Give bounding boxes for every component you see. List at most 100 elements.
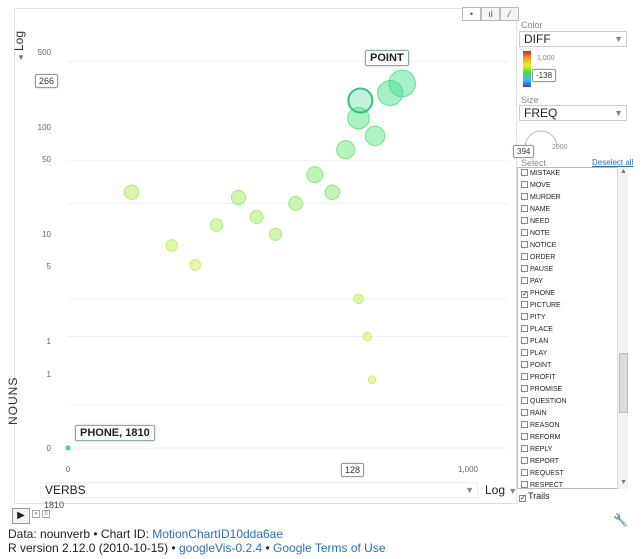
selected-point[interactable]: [65, 445, 71, 451]
data-point[interactable]: [230, 190, 247, 206]
data-point[interactable]: [362, 331, 373, 342]
list-item[interactable]: PLAY: [518, 348, 627, 360]
chart-id-link[interactable]: MotionChartID10dda6ae: [152, 527, 284, 541]
checkbox[interactable]: [521, 385, 528, 392]
data-point[interactable]: [123, 184, 140, 201]
checkbox[interactable]: [521, 229, 528, 236]
checkbox[interactable]: [521, 361, 528, 368]
list-item[interactable]: RAIN: [518, 408, 627, 420]
scrollbar-thumb[interactable]: [619, 353, 628, 413]
list-item[interactable]: REPLY: [518, 444, 627, 456]
list-item[interactable]: MISTAKE: [518, 168, 627, 180]
time-slider[interactable]: [44, 503, 514, 504]
list-item[interactable]: REPORT: [518, 456, 627, 468]
select-list-scrollbar[interactable]: ▲ ▼: [617, 167, 628, 489]
googlevis-link[interactable]: googleVis-0.2.4: [178, 541, 263, 555]
scroll-down-icon[interactable]: ▼: [620, 479, 627, 486]
y-axis-label[interactable]: NOUNS: [6, 376, 20, 425]
checkbox[interactable]: [521, 277, 528, 284]
checkbox[interactable]: [521, 397, 528, 404]
checkbox[interactable]: [521, 457, 528, 464]
trail-speed-icon[interactable]: »: [32, 510, 40, 518]
checkbox[interactable]: [521, 193, 528, 200]
checkbox[interactable]: [521, 205, 528, 212]
checkbox[interactable]: [521, 481, 528, 488]
checkbox[interactable]: [521, 349, 528, 356]
list-item[interactable]: MURDER: [518, 192, 627, 204]
data-point[interactable]: [165, 239, 178, 252]
list-item[interactable]: ✓ PHONE: [518, 288, 627, 300]
checkbox[interactable]: [521, 469, 528, 476]
checkbox[interactable]: [521, 241, 528, 248]
list-item[interactable]: NAME: [518, 204, 627, 216]
phone-callout[interactable]: PHONE, 1810: [75, 425, 155, 441]
checkbox[interactable]: [521, 301, 528, 308]
list-item[interactable]: REQUEST: [518, 468, 627, 480]
trails-checkbox[interactable]: ✓ Trails: [519, 491, 550, 502]
list-item[interactable]: PLACE: [518, 324, 627, 336]
list-item[interactable]: PAUSE: [518, 264, 627, 276]
checkbox[interactable]: [521, 265, 528, 272]
checkbox[interactable]: [521, 409, 528, 416]
checkbox[interactable]: [521, 421, 528, 428]
data-point[interactable]: [306, 166, 324, 184]
data-point[interactable]: [268, 227, 282, 241]
line-view-tab[interactable]: ⁄: [500, 7, 519, 21]
checkbox[interactable]: [521, 169, 528, 176]
x-scale-select[interactable]: Log ▼: [485, 483, 517, 497]
data-point[interactable]: [209, 218, 224, 232]
list-item[interactable]: PITY: [518, 312, 627, 324]
list-item[interactable]: NOTE: [518, 228, 627, 240]
checkbox[interactable]: [521, 337, 528, 344]
checkbox[interactable]: [521, 181, 528, 188]
checkbox[interactable]: [521, 253, 528, 260]
checkbox[interactable]: [521, 325, 528, 332]
deselect-all-link[interactable]: Deselect all: [592, 158, 634, 167]
point-callout[interactable]: POINT: [365, 50, 409, 66]
bubble-view-tab[interactable]: •: [462, 7, 481, 21]
view-tabs[interactable]: • ıl ⁄: [462, 7, 519, 21]
y-scale-dropdown-icon[interactable]: ▼: [17, 53, 25, 62]
checkbox[interactable]: [521, 313, 528, 320]
list-item[interactable]: REASON: [518, 420, 627, 432]
chart-area[interactable]: [14, 8, 517, 504]
data-point[interactable]: [249, 210, 264, 224]
data-point[interactable]: [353, 293, 364, 305]
checkbox[interactable]: [521, 217, 528, 224]
list-item[interactable]: MOVE: [518, 180, 627, 192]
selected-point[interactable]: [347, 87, 374, 114]
data-point[interactable]: [189, 259, 202, 271]
wrench-icon[interactable]: 🔧: [613, 513, 628, 527]
color-select[interactable]: DIFF ▼: [519, 31, 627, 47]
bar-view-tab[interactable]: ıl: [481, 7, 500, 21]
list-item[interactable]: POINT: [518, 360, 627, 372]
checkbox[interactable]: [521, 373, 528, 380]
data-point[interactable]: [336, 140, 356, 160]
size-select[interactable]: FREQ ▼: [519, 105, 627, 121]
data-point[interactable]: [288, 196, 304, 211]
data-point[interactable]: [364, 125, 386, 147]
list-item[interactable]: REFORM: [518, 432, 627, 444]
list-item[interactable]: NOTICE: [518, 240, 627, 252]
x-axis-select[interactable]: VERBS ▼: [40, 482, 478, 498]
list-item[interactable]: PROMISE: [518, 384, 627, 396]
checkbox[interactable]: [521, 445, 528, 452]
list-item[interactable]: PICTURE: [518, 300, 627, 312]
data-point[interactable]: [388, 69, 416, 98]
terms-link[interactable]: Google Terms of Use: [273, 541, 386, 555]
scroll-up-icon[interactable]: ▲: [620, 168, 627, 175]
list-item[interactable]: ORDER: [518, 252, 627, 264]
data-point[interactable]: [324, 184, 341, 201]
play-button[interactable]: ▶: [12, 508, 30, 524]
list-item[interactable]: PROFIT: [518, 372, 627, 384]
data-point[interactable]: [367, 375, 377, 384]
list-item[interactable]: PAY: [518, 276, 627, 288]
checkbox[interactable]: ✓: [521, 291, 528, 298]
list-item[interactable]: NEED: [518, 216, 627, 228]
list-item[interactable]: PLAN: [518, 336, 627, 348]
settings-icon[interactable]: ≡: [42, 510, 50, 518]
list-item[interactable]: QUESTION: [518, 396, 627, 408]
data-point[interactable]: [377, 79, 404, 107]
checkbox[interactable]: [521, 433, 528, 440]
